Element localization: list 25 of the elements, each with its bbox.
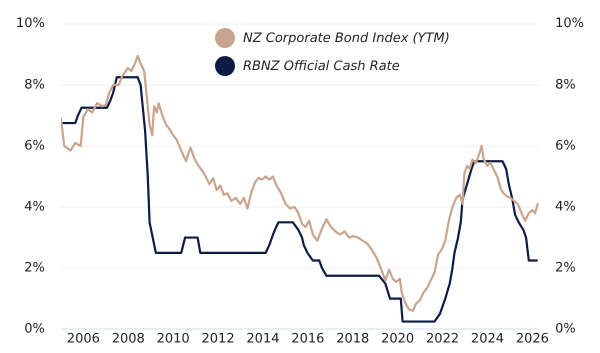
x-tick-label: 2024 — [470, 331, 504, 346]
x-tick-label: 2018 — [336, 331, 370, 346]
y2-tick-label: 10% — [555, 16, 584, 32]
y2-tick-label: 4% — [555, 199, 576, 214]
legend-label: RBNZ Official Cash Rate — [243, 58, 400, 74]
y2-tick-label: 2% — [555, 260, 576, 276]
x-tick-label: 2010 — [156, 331, 190, 346]
x-tick-label: 2006 — [66, 331, 100, 346]
y2-tick-label: 6% — [555, 138, 576, 154]
x-tick-label: 2026 — [516, 331, 549, 346]
x-tick-label: 2022 — [426, 331, 460, 346]
y-tick-label: 4% — [24, 199, 45, 214]
x-tick-label: 2020 — [381, 331, 414, 346]
y-tick-label: 6% — [24, 138, 45, 154]
y-tick-label: 0% — [24, 322, 45, 337]
x-tick-label: 2008 — [112, 331, 145, 346]
y-tick-label: 10% — [16, 16, 45, 32]
y2-tick-label: 0% — [555, 322, 576, 337]
x-tick-label: 2016 — [291, 331, 324, 346]
x-tick-label: 2014 — [246, 331, 280, 346]
y-tick-label: 2% — [24, 260, 45, 276]
x-tick-label: 2012 — [202, 331, 235, 346]
legend-label: NZ Corporate Bond Index (YTM) — [243, 30, 450, 46]
y2-tick-label: 8% — [555, 77, 576, 92]
y-tick-label: 8% — [24, 77, 45, 92]
